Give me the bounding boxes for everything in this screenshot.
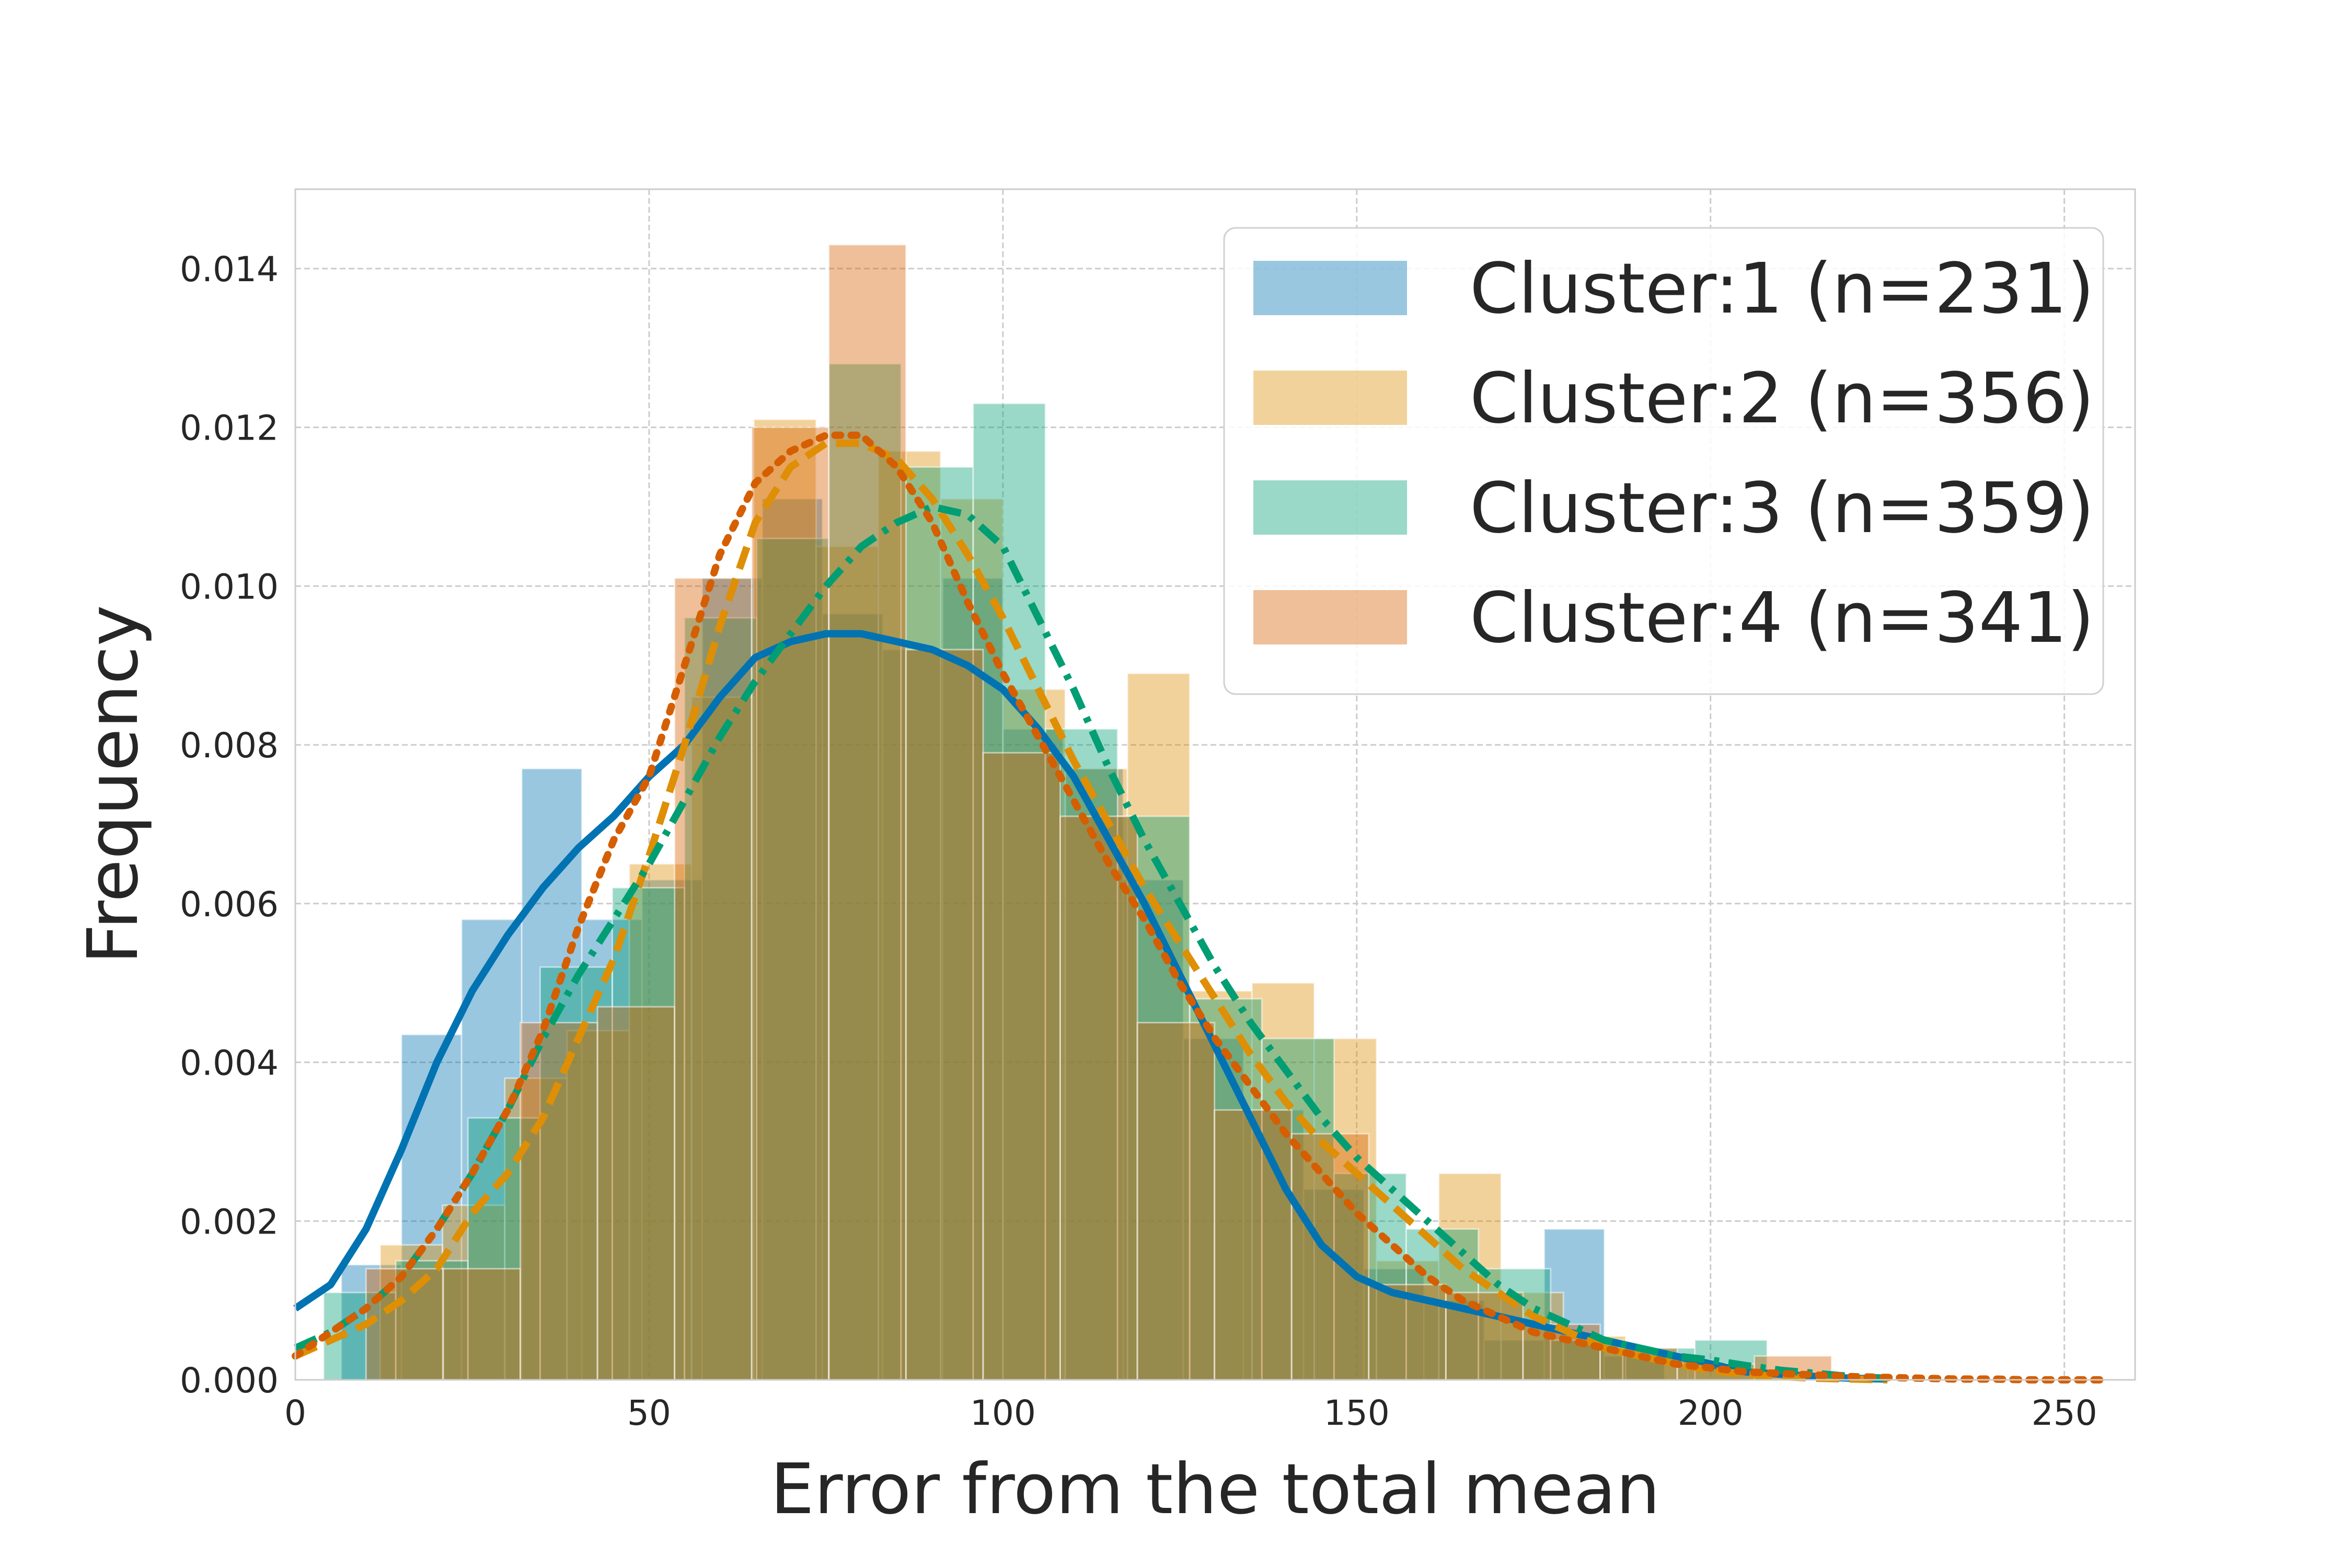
histogram-bar-cluster-4 <box>905 649 984 1381</box>
x-tick-label: 200 <box>1678 1393 1744 1433</box>
legend: Cluster:1 (n=231) Cluster:2 (n=356) Cluste… <box>1223 227 2104 695</box>
legend-label-cluster-4: Cluster:4 (n=341) <box>1470 578 2094 659</box>
plot-frame <box>294 188 2136 1381</box>
histogram-bar-cluster-2 <box>1002 688 1066 1381</box>
histogram-bar-cluster-2 <box>815 545 880 1381</box>
legend-swatch-cluster-4 <box>1253 590 1407 644</box>
histogram-bar-cluster-1 <box>1002 728 1064 1381</box>
histogram-bar-cluster-1 <box>521 768 583 1381</box>
histogram-bar-cluster-4 <box>596 1006 676 1381</box>
axis-ticks: 0 50 100 150 200 250 0.000 0.002 0.004 0.006 0.008… <box>180 249 2097 1433</box>
histogram-bar-cluster-3 <box>612 886 686 1381</box>
kde-line-cluster-4 <box>292 431 2104 1383</box>
legend-swatch-cluster-1 <box>1253 261 1407 315</box>
histogram-bar-cluster-4 <box>1136 1022 1216 1381</box>
histogram-bar-cluster-3 <box>756 537 830 1381</box>
x-tick-label: 100 <box>970 1393 1036 1433</box>
histogram-bar-cluster-1 <box>1543 1228 1606 1381</box>
legend-swatch-cluster-3 <box>1253 480 1407 535</box>
legend-label-cluster-2: Cluster:2 (n=356) <box>1470 359 2094 439</box>
kde-line-cluster-3 <box>294 503 1888 1382</box>
x-tick-label: 0 <box>284 1393 306 1433</box>
histogram-bar-cluster-4 <box>365 1267 444 1381</box>
histogram-bar-cluster-4 <box>1059 815 1138 1381</box>
legend-label-cluster-3: Cluster:3 (n=359) <box>1470 468 2094 549</box>
kde-line-cluster-2 <box>294 440 1888 1383</box>
histogram-bar-cluster-2 <box>442 1204 506 1381</box>
histogram-bar-cluster-4 <box>520 1022 598 1381</box>
histogram-bar-cluster-3 <box>395 1260 469 1381</box>
histogram-bar-cluster-1 <box>822 613 884 1381</box>
x-tick-label: 50 <box>627 1393 671 1433</box>
legend-swatch-cluster-2 <box>1253 371 1407 425</box>
y-tick-label: 0.010 <box>180 567 279 607</box>
histogram-bar-cluster-4 <box>1214 1109 1293 1381</box>
histogram-bar-cluster-4 <box>442 1267 522 1381</box>
y-axis-title: Frequency <box>73 605 154 964</box>
x-axis-title: Error from the total mean <box>770 1449 1660 1530</box>
y-tick-label: 0.004 <box>180 1043 279 1083</box>
histogram-bar-cluster-1 <box>882 649 944 1381</box>
y-tick-label: 0.002 <box>180 1202 279 1242</box>
histogram-bar-cluster-1 <box>1483 1339 1546 1381</box>
histogram-bar-cluster-2 <box>1313 1037 1378 1381</box>
histogram-bar-cluster-4 <box>828 244 907 1381</box>
y-tick-label: 0.006 <box>180 884 279 925</box>
legend-box <box>1223 227 2104 695</box>
histogram-bar-cluster-2 <box>628 863 693 1381</box>
histogram-bar-cluster-4 <box>982 752 1062 1381</box>
y-tick-label: 0.000 <box>180 1361 279 1401</box>
legend-label-cluster-1: Cluster:1 (n=231) <box>1470 249 2094 329</box>
y-tick-label: 0.012 <box>180 408 279 448</box>
kde-curves <box>292 431 2104 1383</box>
y-tick-label: 0.008 <box>180 725 279 766</box>
histogram-bar-cluster-1 <box>762 498 824 1381</box>
histogram-bar-cluster-1 <box>1182 1037 1244 1381</box>
y-tick-label: 0.014 <box>180 249 279 290</box>
histogram-bar-cluster-4 <box>751 426 830 1381</box>
histogram-bar-cluster-2 <box>690 696 755 1381</box>
histogram-bars <box>322 244 1832 1381</box>
x-tick-label: 150 <box>1324 1393 1390 1433</box>
x-tick-label: 250 <box>2032 1393 2097 1433</box>
